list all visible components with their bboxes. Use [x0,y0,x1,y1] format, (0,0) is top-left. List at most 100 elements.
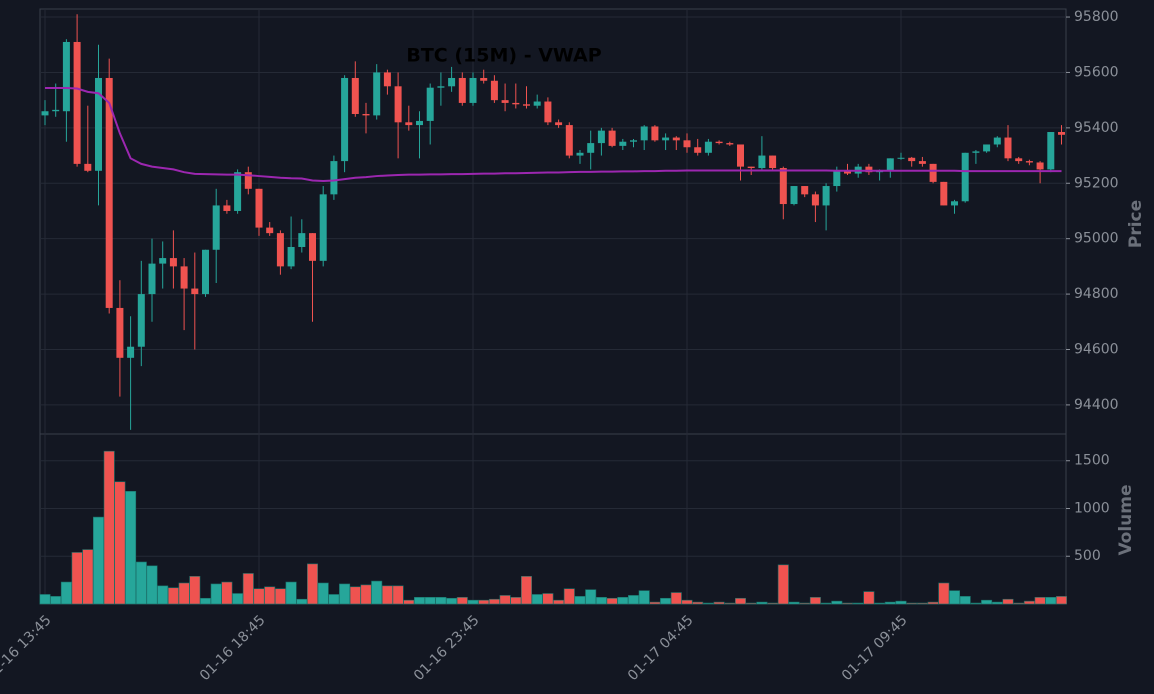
volume-bar [863,591,875,605]
volume-bar [574,596,586,605]
volume-bar [114,481,126,605]
volume-bar [488,598,500,605]
volume-bar [724,602,736,605]
candle-body [672,137,680,141]
candle-body [341,77,349,162]
volume-bar [71,552,83,605]
candle-body [619,141,627,146]
candle-body [309,233,316,261]
volume-bar [60,581,72,605]
volume-bar [135,561,147,605]
candle-body [790,186,798,205]
volume-bar [809,597,821,605]
candle-body [330,161,338,195]
volume-bar [456,597,468,605]
volume-bar [93,516,105,605]
y-tick-label: 95200 [1074,175,1119,191]
candle-body [351,77,359,115]
candle-body [169,258,177,267]
candle-body [918,161,926,164]
volume-tick-label: 500 [1074,548,1101,564]
candle-body [223,205,231,211]
volume-bar [178,582,190,605]
volume-bar [970,602,982,605]
candle-body [993,137,1001,145]
volume-bar [831,600,843,605]
price-panel [39,8,1067,435]
candle-body [576,152,584,156]
volume-bar [446,597,458,605]
volume-bar [938,582,950,605]
candle-body [287,246,295,267]
volume-bar [349,586,361,605]
candle-body [73,41,81,164]
volume-bar [820,602,832,605]
volume-bar [702,602,714,605]
candle-body [651,126,659,141]
volume-bar [264,586,276,605]
volume-bar [563,588,575,605]
volume-bar [927,601,939,605]
candle-body [597,130,605,144]
y-tick-label: 95400 [1074,120,1119,136]
volume-bar [713,601,725,605]
candle-body [587,143,595,153]
volume-bar [50,596,62,605]
volume-bar [1013,602,1025,605]
volume-bar [542,593,554,605]
candle-body [148,263,156,295]
volume-bar [242,573,254,605]
volume-bar [253,588,265,605]
volume-bar [948,590,960,605]
candle-body [683,140,691,148]
volume-bar [82,549,94,605]
volume-tick-label: 1500 [1074,453,1110,469]
candle-body [704,141,712,153]
y-tick-label: 94600 [1074,341,1119,357]
y-tick-label: 95600 [1074,64,1119,80]
volume-bar [413,597,425,605]
volume-bar [467,599,479,605]
candle-body [202,249,209,295]
volume-bar [499,595,511,605]
candle-body [383,72,391,87]
volume-bar [510,597,522,605]
volume-bar [200,597,212,605]
y-tick-label: 94400 [1074,397,1119,413]
candle-body [1047,132,1055,170]
candle-body [747,166,755,169]
volume-bar [1034,597,1046,605]
volume-bar [756,601,768,605]
candle-body [234,172,242,211]
candle-body [159,258,167,264]
candle-body [512,102,520,105]
candle-body [448,77,456,87]
candle-body [662,137,670,141]
candle-body [416,120,423,126]
volume-bar [767,602,779,605]
candle-body [426,87,434,121]
candle-body [116,307,124,358]
candle-body [480,77,488,81]
candle-body [811,194,819,206]
y-tick-label: 95800 [1074,9,1119,25]
candle-body [544,101,552,123]
volume-bar [1002,598,1014,605]
volume-bar [649,601,661,605]
candle-body [726,143,734,145]
candle-body [822,186,830,206]
volume-bar [852,602,864,605]
candle-body [565,125,573,156]
candle-body [41,111,49,116]
candle-body [983,144,991,152]
volume-bar [681,599,693,605]
volume-bar [39,594,51,605]
volume-bar [167,587,179,605]
candle-body [779,168,787,205]
volume-bar [232,593,244,605]
candle-body [255,188,263,228]
volume-bar [531,594,543,605]
volume-bar [371,580,383,605]
volume-bar [146,565,158,605]
